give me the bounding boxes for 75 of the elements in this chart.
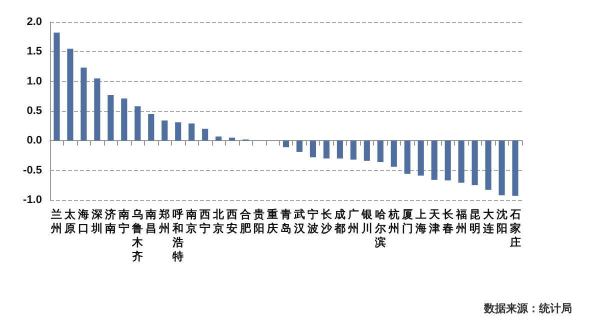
x-tick-label: 杭州 xyxy=(387,208,400,235)
bar xyxy=(202,128,208,141)
x-tick-label: 合肥 xyxy=(239,208,252,235)
x-tick-label: 北京 xyxy=(212,208,226,235)
bar xyxy=(444,140,451,180)
x-tick-label: 深圳 xyxy=(90,208,104,235)
x-tick-label: 重庆 xyxy=(266,208,278,235)
x-tick-label: 西安 xyxy=(226,209,238,235)
bar xyxy=(148,114,154,141)
x-tick-label: 哈尔滨 xyxy=(374,208,387,249)
x-tick-label: 成都 xyxy=(333,208,346,235)
x-tick-label: 太原 xyxy=(64,208,77,235)
bar xyxy=(350,140,356,160)
x-tick-label: 厦门 xyxy=(400,209,413,235)
x-tick-label: 呼和浩特 xyxy=(172,208,184,263)
x-tick-label: 广州 xyxy=(346,208,359,235)
bar xyxy=(175,122,182,141)
y-tick-label: -0.5 xyxy=(23,164,42,176)
bar xyxy=(121,98,128,141)
y-tick-label: 1.5 xyxy=(26,46,42,58)
x-tick-label: 银川 xyxy=(360,209,374,235)
x-tick-label: 兰州 xyxy=(50,208,62,235)
y-tick-label: -1.0 xyxy=(23,194,42,206)
x-tick-label: 南京 xyxy=(185,208,198,235)
bar xyxy=(162,120,168,141)
x-tick-label: 贵阳 xyxy=(252,208,265,235)
x-tick-label: 长春 xyxy=(441,208,454,235)
bar xyxy=(458,140,464,183)
bar xyxy=(512,140,518,196)
x-tick-label: 郑州 xyxy=(158,208,170,235)
x-tick-label: 石家庄 xyxy=(508,209,521,249)
x-tick-label: 大连 xyxy=(482,208,495,235)
bar xyxy=(336,140,343,158)
bar xyxy=(216,136,222,141)
x-tick-label: 济南 xyxy=(104,208,116,235)
bar xyxy=(404,140,410,174)
y-tick-label: 0.0 xyxy=(26,134,42,147)
x-tick-label: 上海 xyxy=(414,208,426,235)
x-tick-label: 青岛 xyxy=(280,208,292,235)
x-tick-label: 西宁 xyxy=(198,209,211,235)
x-tick-label: 宁波 xyxy=(306,208,320,235)
bar xyxy=(67,48,74,141)
bar xyxy=(498,140,505,196)
y-tick-label: 1.0 xyxy=(26,75,42,88)
bar xyxy=(54,32,60,141)
bar xyxy=(431,140,438,180)
bar xyxy=(472,140,478,186)
bar xyxy=(282,140,290,148)
bar xyxy=(364,140,370,161)
bar xyxy=(108,94,114,141)
bar xyxy=(296,140,303,152)
x-tick-label: 南昌 xyxy=(144,208,157,235)
bar xyxy=(485,140,492,190)
bar xyxy=(310,140,316,158)
y-tick-label: 0.5 xyxy=(26,105,42,117)
bar xyxy=(188,123,195,141)
bar xyxy=(377,140,384,162)
x-tick-label: 长沙 xyxy=(320,208,333,235)
x-tick-label: 乌鲁木齐 xyxy=(131,208,144,263)
x-tick-label: 武汉 xyxy=(292,208,306,235)
x-tick-label: 沈阳 xyxy=(495,208,508,235)
source-note: 数据来源：统计局 xyxy=(483,302,572,315)
x-tick-label: 海口 xyxy=(77,208,90,235)
bar xyxy=(80,68,87,141)
bar xyxy=(390,140,397,167)
bar xyxy=(229,138,236,141)
bar xyxy=(94,78,100,141)
x-tick-label: 昆明 xyxy=(469,209,480,235)
y-tick-label: 2.0 xyxy=(26,16,42,28)
bar xyxy=(323,140,330,158)
x-tick-label: 福州 xyxy=(454,208,467,235)
bar xyxy=(418,140,424,176)
x-tick-label: 天津 xyxy=(428,209,441,235)
x-tick-label: 南宁 xyxy=(118,208,130,235)
bar xyxy=(134,106,141,141)
